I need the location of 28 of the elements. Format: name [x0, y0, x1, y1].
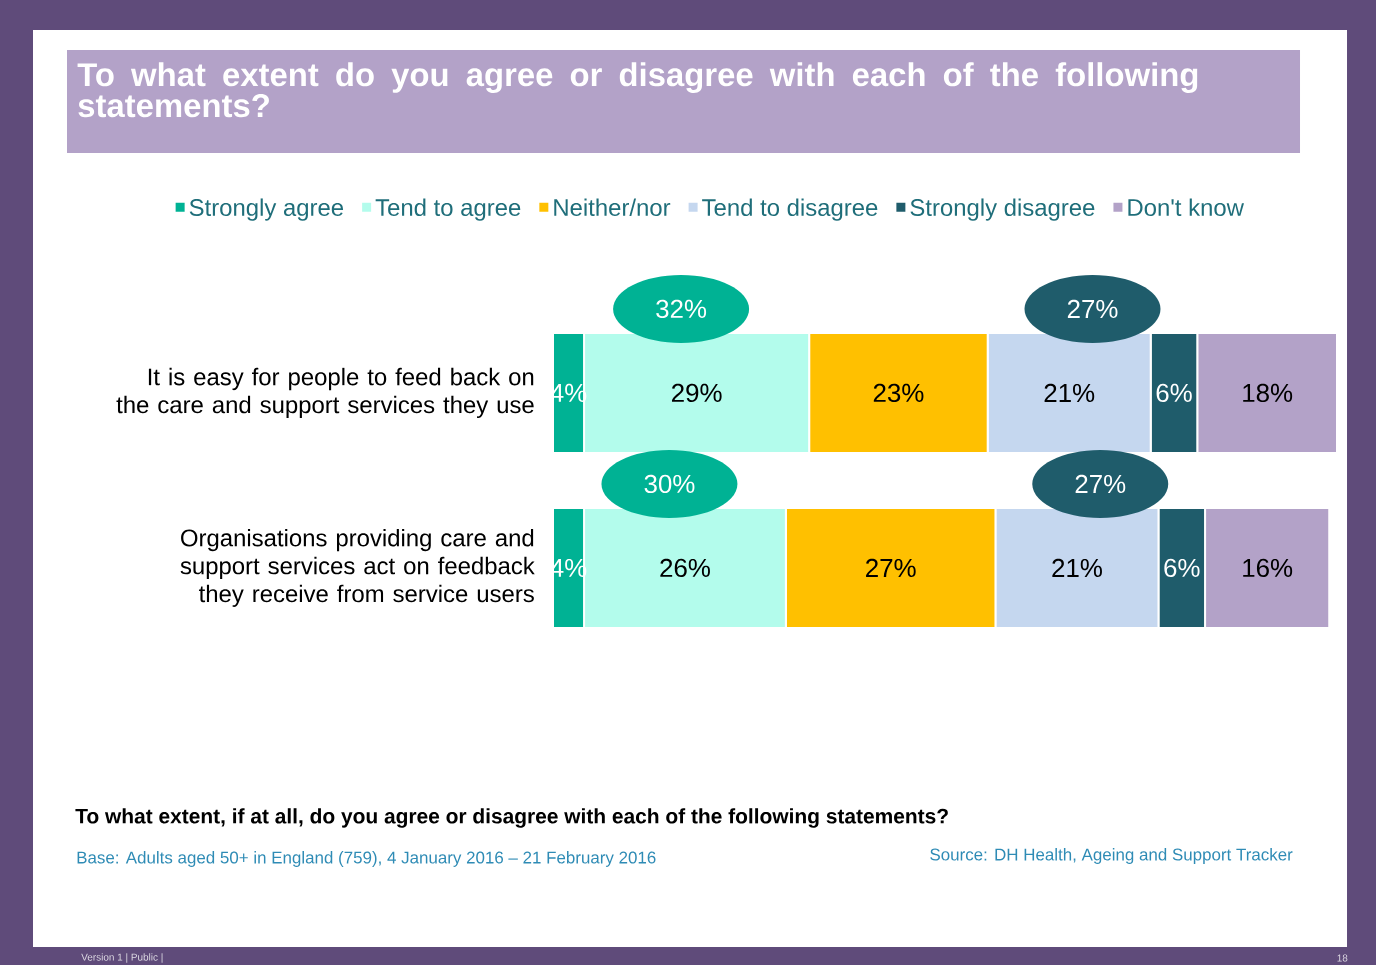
legend-label: Strongly disagree [910, 198, 1095, 221]
legend-label: Neither/nor [554, 198, 671, 216]
data-label: 6% [1156, 383, 1192, 403]
data-label: 27% [866, 558, 916, 578]
chart-title: To what extent do you agree or disagree with each of the following statements? [77, 62, 1198, 118]
legend-label: Tend to disagree [702, 198, 878, 221]
annotation: 27% [1075, 474, 1126, 494]
text: Version 1 | Public | [81, 953, 163, 963]
data-label: 26% [660, 558, 710, 578]
data-label: 21% [1044, 383, 1095, 403]
source-note: Source: DH Health, Ageing and Support Tracker [930, 848, 1293, 864]
text: Base: Adults aged 50+ in England (759), 4 January 2016 – 21 February 2016 [77, 851, 656, 867]
text: To what extent, if at all, do you agree or disagree with each of the following statements? [75, 808, 948, 828]
annotation: 27% [1067, 299, 1118, 319]
data-label: 23% [873, 383, 924, 403]
y-tick-label: Organisations providing care and support services act on feedback they receive from service users [180, 528, 535, 607]
legend-label: Don't know [1128, 198, 1244, 216]
data-label: 6% [1164, 558, 1200, 578]
text: 18 [1337, 954, 1348, 962]
legend-label: Strongly agree [189, 198, 344, 221]
data-label: 16% [1243, 558, 1293, 578]
legend-label: Tend to agree [375, 198, 521, 221]
annotation: 30% [644, 474, 695, 494]
data-label: 18% [1243, 383, 1293, 403]
y-tick-label: It is easy for people to feed back on the care and support services they use [116, 367, 534, 419]
data-label: 21% [1052, 558, 1102, 578]
data-label: 29% [671, 383, 722, 403]
annotation: 32% [656, 299, 707, 319]
